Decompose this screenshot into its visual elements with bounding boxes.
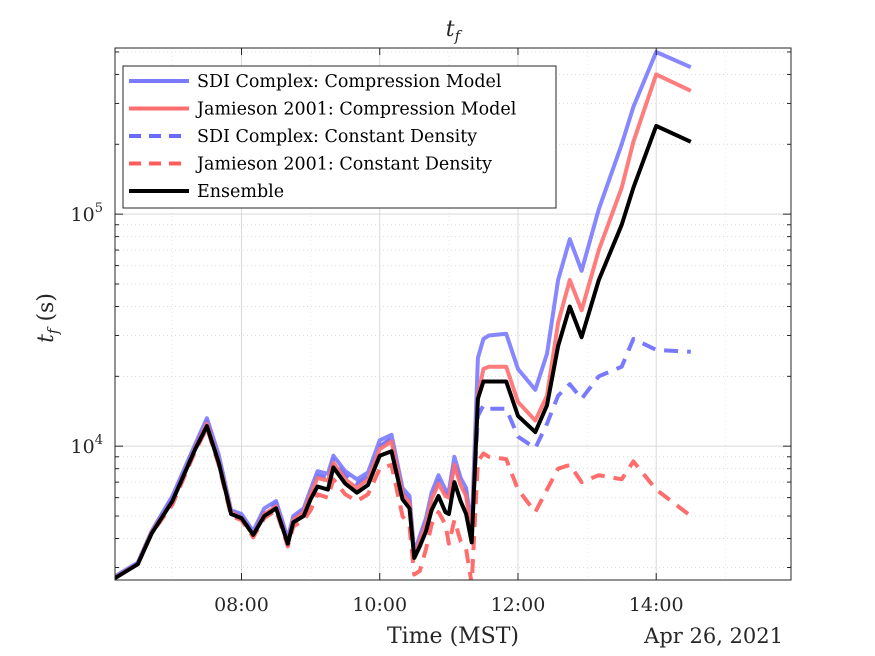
y-axis-label-main: t <box>34 334 59 343</box>
chart-title: tf <box>446 17 463 45</box>
y-tick-label: 104 <box>71 433 103 458</box>
x-tick-label: 10:00 <box>352 594 407 616</box>
legend: SDI Complex: Compression Model Jamieson 2… <box>122 65 557 209</box>
legend-label: SDI Complex: Compression Model <box>197 72 502 92</box>
plot-frame <box>114 47 792 581</box>
chart-title-main: t <box>446 17 455 42</box>
x-tick-labels: 08:00 10:00 12:00 14:00 <box>214 594 683 616</box>
legend-box <box>122 65 557 209</box>
legend-label: SDI Complex: Constant Density <box>197 127 477 147</box>
y-tick-label: 105 <box>71 201 103 226</box>
x-tick-label: 14:00 <box>629 594 684 616</box>
y-tick-labels: 104 105 <box>71 201 103 458</box>
x-tick-label: 08:00 <box>214 594 269 616</box>
y-axis-label: tf (s) <box>34 293 62 343</box>
legend-entries: SDI Complex: Compression Model Jamieson 2… <box>129 72 517 202</box>
x-tick-label: 12:00 <box>491 594 546 616</box>
ticks <box>115 48 791 580</box>
y-axis-label-sub: f <box>44 326 62 335</box>
x-axis-label: Time (MST) <box>387 624 519 649</box>
y-axis-label-suffix: (s) <box>34 293 59 328</box>
legend-label: Jamieson 2001: Compression Model <box>195 100 517 120</box>
legend-label: Jamieson 2001: Constant Density <box>195 155 492 175</box>
legend-label: Ensemble <box>197 182 284 202</box>
date-label: Apr 26, 2021 <box>643 624 783 648</box>
series-layer <box>115 50 693 580</box>
chart-title-sub: f <box>454 27 463 45</box>
series-line-4 <box>115 123 692 580</box>
